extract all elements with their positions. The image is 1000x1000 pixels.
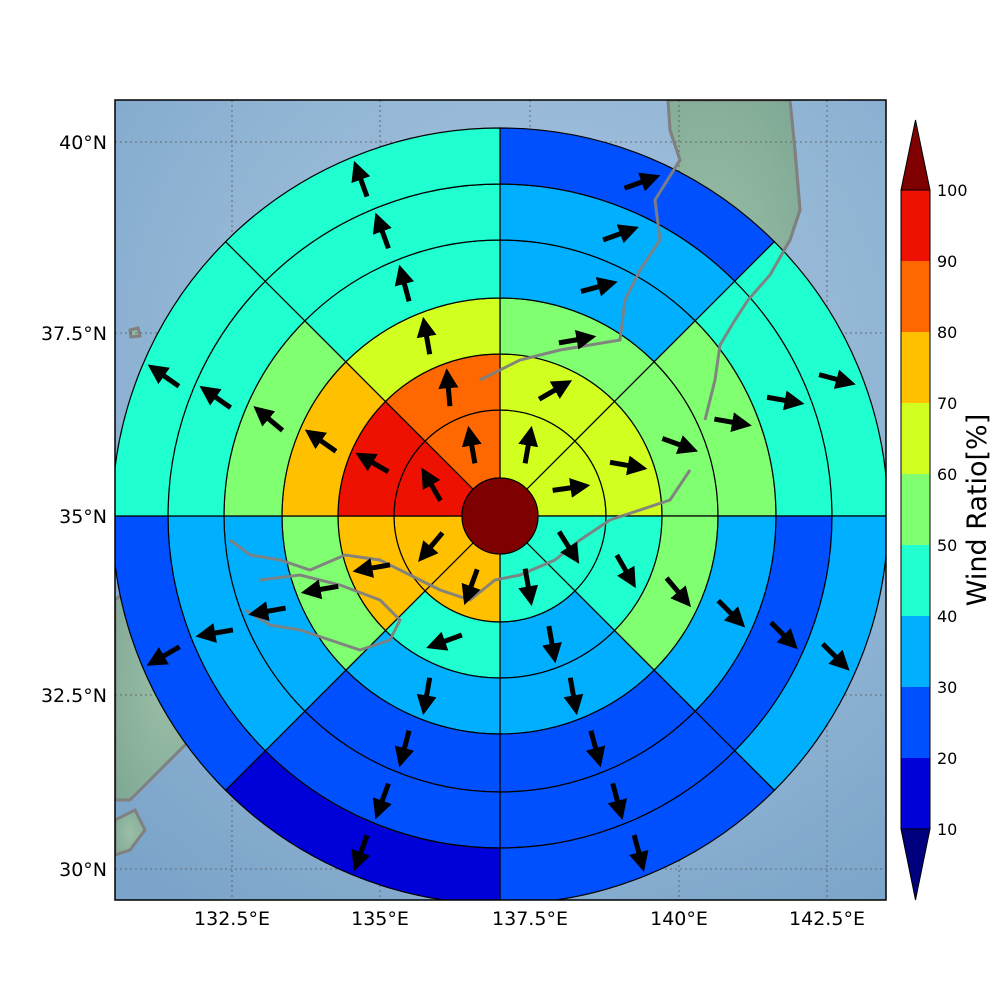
wind-arrow xyxy=(372,212,392,250)
colorbar-tick-label: 50 xyxy=(937,536,957,555)
x-tick-label: 142.5°E xyxy=(789,908,865,930)
wind-arrow xyxy=(146,644,181,666)
colorbar-bin xyxy=(901,687,930,758)
wind-arrow xyxy=(416,677,437,716)
x-tick-label: 132.5°E xyxy=(194,908,270,930)
wind-arrow xyxy=(518,568,539,607)
wind-arrow xyxy=(664,576,691,608)
wind-arrow xyxy=(300,579,339,600)
colorbar-under-triangle xyxy=(900,828,931,901)
wind-arrow xyxy=(766,390,805,411)
wind-sector-rings xyxy=(115,127,886,900)
y-tick-label: 37.5°N xyxy=(41,323,107,345)
wind-arrow xyxy=(147,364,181,389)
colorbar-bin xyxy=(901,545,930,616)
x-tick-label: 137.5°E xyxy=(492,908,568,930)
wind-arrow xyxy=(351,160,371,198)
colorbar xyxy=(900,119,931,901)
wind-arrow xyxy=(438,368,459,407)
colorbar-label: Wind Ratio[%] xyxy=(962,414,993,606)
map-frame xyxy=(114,99,887,901)
colorbar-bin xyxy=(901,190,930,261)
colorbar-bin xyxy=(901,261,930,332)
wind-arrow xyxy=(623,172,661,192)
wind-arrow xyxy=(629,834,649,872)
colorbar-tick-label: 10 xyxy=(937,820,957,839)
wind-arrow xyxy=(542,625,562,664)
y-tick-label: 30°N xyxy=(59,859,107,881)
wind-arrow xyxy=(421,467,443,502)
colorbar-tick-label: 20 xyxy=(937,749,957,768)
wind-arrow xyxy=(248,601,287,622)
colorbar-tick-label: 100 xyxy=(937,181,968,200)
wind-arrow xyxy=(602,224,639,244)
wind-arrow xyxy=(580,277,618,297)
wind-arrow xyxy=(818,369,856,389)
colorbar-tick-label: 40 xyxy=(937,607,957,626)
wind-arrow xyxy=(352,558,391,578)
wind-arrow xyxy=(552,477,591,498)
wind-arrow xyxy=(394,264,415,302)
colorbar-frame xyxy=(900,189,931,830)
wind-arrow xyxy=(253,406,285,433)
colorbar-tick-labels: 100 90 80 70 60 50 40 30 20 10 xyxy=(937,181,968,839)
colorbar-tick-label: 90 xyxy=(937,252,957,271)
wind-arrow xyxy=(304,429,338,454)
wind-arrow xyxy=(716,598,746,628)
wind-arrow xyxy=(556,530,580,564)
x-tick-label: 135°E xyxy=(351,908,409,930)
colorbar-bin xyxy=(901,332,930,403)
colorbar-over-triangle xyxy=(900,119,931,191)
wind-arrow xyxy=(461,425,482,464)
wind-arrow xyxy=(416,316,437,355)
wind-arrow xyxy=(661,435,699,455)
wind-arrow xyxy=(518,425,539,464)
center-disc xyxy=(461,477,539,555)
x-axis-ticks: 132.5°E 135°E 137.5°E 140°E 142.5°E xyxy=(194,908,865,930)
colorbar-tick-label: 70 xyxy=(937,394,957,413)
y-tick-label: 32.5°N xyxy=(41,685,107,707)
wind-arrow xyxy=(418,531,445,562)
wind-arrow xyxy=(609,455,648,476)
colorbar-tick-label: 30 xyxy=(937,678,957,697)
sector-cell xyxy=(115,515,267,792)
wind-arrow xyxy=(563,677,584,716)
sector-cell xyxy=(733,240,886,517)
wind-arrows xyxy=(146,160,856,872)
sector-cell xyxy=(224,127,501,283)
y-tick-label: 40°N xyxy=(59,132,107,154)
wind-arrow xyxy=(820,642,850,671)
wind-arrow xyxy=(614,553,636,589)
wind-arrow xyxy=(585,730,606,768)
wind-arrow xyxy=(351,834,371,872)
land-oki-island xyxy=(128,326,142,339)
wind-arrow xyxy=(355,452,390,474)
sector-cell xyxy=(499,749,776,900)
wind-arrow xyxy=(199,385,233,410)
colorbar-bin xyxy=(901,616,930,687)
wind-arrow xyxy=(195,623,234,643)
map-panel xyxy=(115,100,886,900)
land-kyushu-south xyxy=(115,807,147,857)
y-tick-label: 35°N xyxy=(59,506,107,528)
wind-arrow xyxy=(769,620,798,650)
x-tick-label: 140°E xyxy=(650,908,708,930)
wind-arrow xyxy=(426,631,463,651)
wind-arrow xyxy=(461,568,481,606)
wind-arrow xyxy=(607,782,628,821)
colorbar-bin xyxy=(901,758,930,829)
colorbar-bin xyxy=(901,403,930,474)
wind-arrow xyxy=(713,412,752,433)
wind-arrow xyxy=(372,782,392,820)
colorbar-tick-label: 80 xyxy=(937,323,957,342)
y-axis-ticks: 40°N 37.5°N 35°N 32.5°N 30°N xyxy=(41,132,107,881)
wind-arrow xyxy=(558,329,597,350)
colorbar-tick-label: 60 xyxy=(937,465,957,484)
wind-arrow xyxy=(394,730,415,768)
colorbar-bin xyxy=(901,474,930,545)
wind-arrow xyxy=(537,380,573,402)
